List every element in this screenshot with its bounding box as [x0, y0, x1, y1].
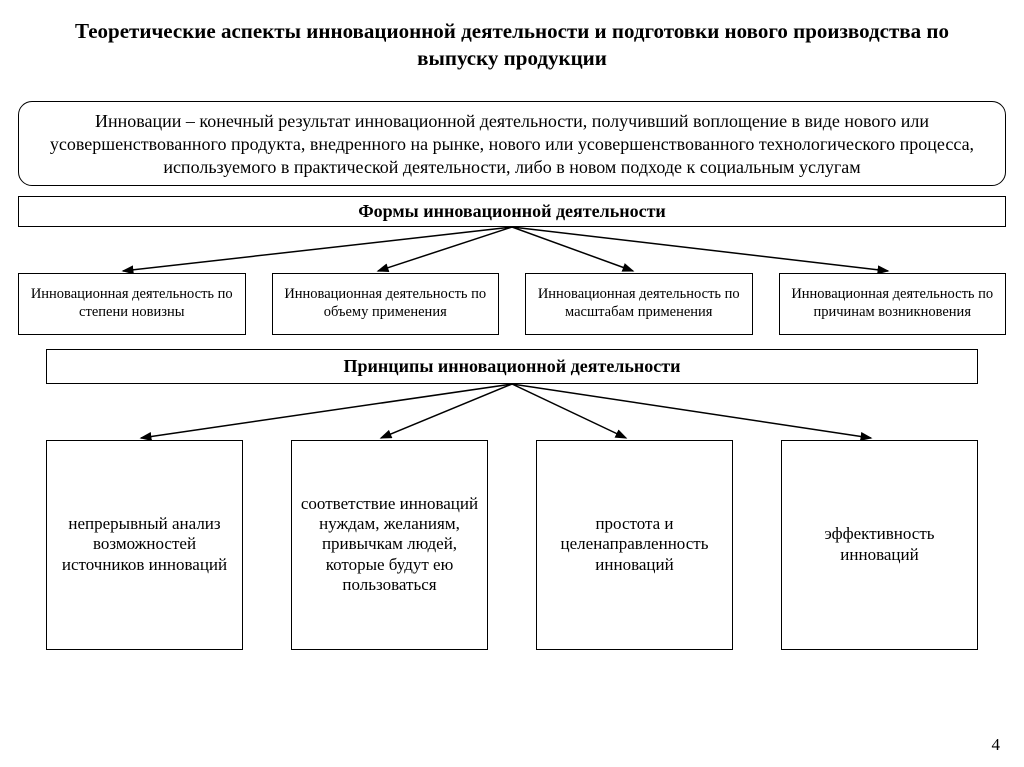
principle-cell: простота и целенаправленность инноваций [536, 440, 733, 650]
form-cell: Инновационная деятельность по причинам в… [779, 273, 1007, 335]
forms-arrows [18, 227, 1006, 273]
principle-cell: соответствие инноваций нуждам, желаниям,… [291, 440, 488, 650]
form-cell: Инновационная деятельность по степени но… [18, 273, 246, 335]
principle-cell: эффективность инноваций [781, 440, 978, 650]
forms-header: Формы инновационной деятельности [18, 196, 1006, 227]
principles-arrows [46, 384, 978, 440]
principles-row: непрерывный анализ возможностей источник… [46, 440, 978, 650]
page-number: 4 [992, 735, 1001, 755]
principle-cell: непрерывный анализ возможностей источник… [46, 440, 243, 650]
definition-box: Инновации – конечный результат инновацио… [18, 101, 1006, 186]
principles-header: Принципы инновационной деятельности [46, 349, 978, 384]
page-title: Теоретические аспекты инновационной деят… [0, 0, 1024, 73]
forms-row: Инновационная деятельность по степени но… [18, 273, 1006, 335]
form-cell: Инновационная деятельность по объему при… [272, 273, 500, 335]
form-cell: Инновационная деятельность по масштабам … [525, 273, 753, 335]
